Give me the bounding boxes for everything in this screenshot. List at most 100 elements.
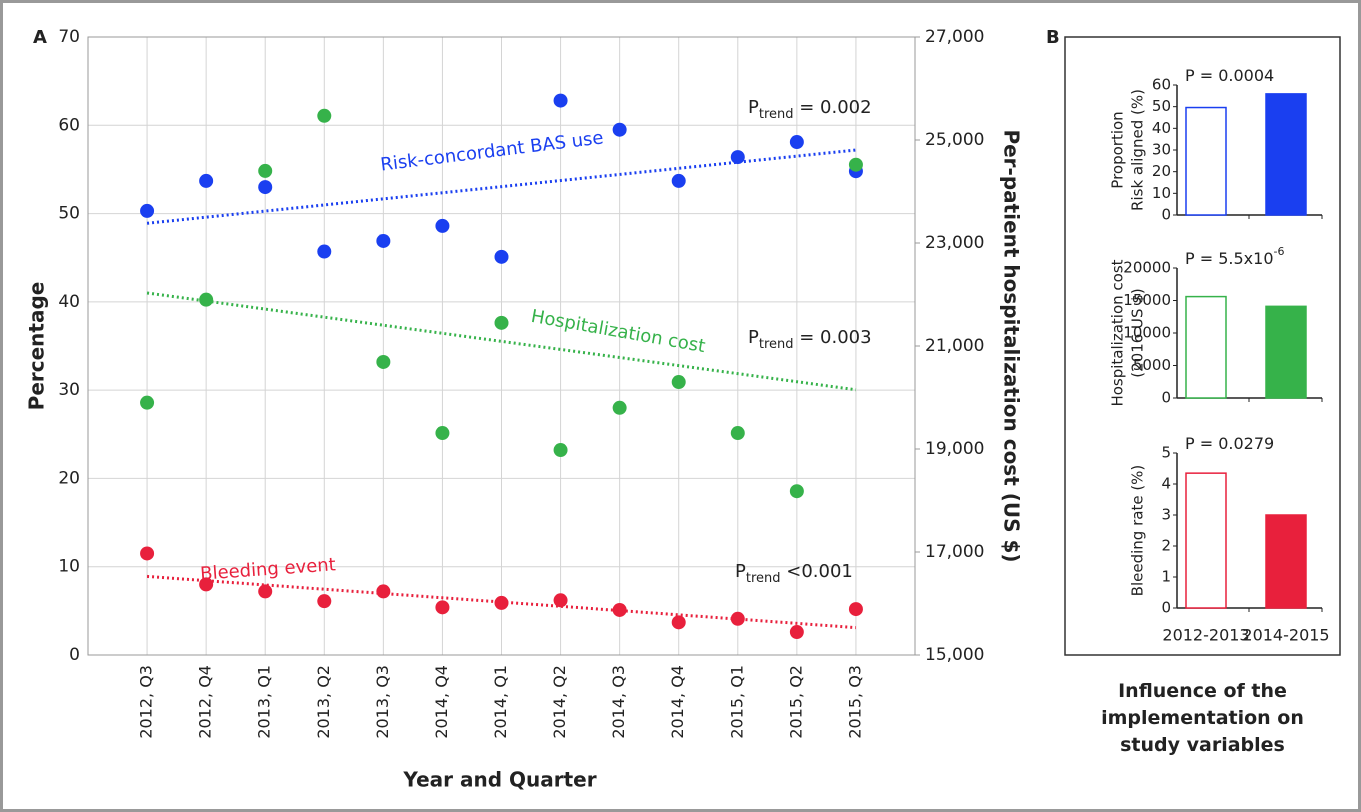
data-point (435, 600, 450, 615)
y-tick-label: 50 (58, 204, 80, 224)
y-tick-label: 1 (1161, 568, 1171, 586)
x-tick-label: 2014, Q2 (550, 665, 569, 739)
y2-tick-label: 19,000 (925, 439, 984, 459)
p-trend: Ptrend <0.001 (735, 561, 853, 586)
p-value: <0.001 (781, 561, 853, 582)
plot-b: 0 10 20 30 40 50 60 P = 0.0004 Proportion Risk al… (1109, 66, 1323, 224)
y-tick-label: 10 (1152, 184, 1171, 202)
data-point (671, 375, 686, 390)
y-tick-label: 0 (1161, 389, 1171, 407)
bar-title: P = 5.5x10-6 (1185, 245, 1284, 268)
data-point (789, 135, 804, 150)
y-tick-label: 0 (1161, 206, 1171, 224)
x-tick-label: 2013, Q3 (373, 665, 392, 739)
data-point (258, 163, 273, 178)
data-point (258, 180, 273, 195)
x-tick-label: 2012, Q4 (196, 665, 215, 739)
y2-tick-label: 27,000 (925, 27, 984, 47)
y2-tick-label: 23,000 (925, 233, 984, 253)
y-axis-title: Percentage (25, 282, 49, 411)
x-tick-label: 2014, Q1 (491, 665, 510, 739)
x-tick-label: 2015, Q3 (845, 665, 864, 739)
data-point (376, 233, 391, 248)
title-main: P = 0.0004 (1185, 66, 1274, 85)
y-axis-title: Proportion (1109, 111, 1127, 188)
x-tick-label: 2014, Q4 (668, 665, 687, 739)
title-superscript: -6 (1274, 245, 1285, 258)
y-tick-label: 20 (58, 468, 80, 488)
bar (1265, 305, 1307, 399)
panel-label: B (1046, 27, 1060, 48)
plot-b: 0 5000 10000 15000 20000 P = 5.5x10-6 Hospital… (1109, 245, 1323, 407)
y-tick-label: 0 (69, 645, 80, 665)
y-tick-label: 2 (1161, 537, 1171, 555)
y-tick-label: 30 (1152, 141, 1171, 159)
data-point (612, 400, 627, 415)
data-point (199, 173, 214, 188)
y-tick-label: 10000 (1123, 324, 1171, 342)
data-point (376, 354, 391, 369)
p-symbol: P (748, 327, 759, 348)
data-point (671, 615, 686, 630)
y2-tick-label: 15,000 (925, 645, 984, 665)
bar (1185, 106, 1227, 216)
p-subscript: trend (759, 107, 794, 122)
y-tick-label: 30 (58, 380, 80, 400)
trend-line (146, 291, 857, 392)
data-point (435, 218, 450, 233)
data-point (140, 546, 155, 561)
data-point (730, 426, 745, 441)
p-trend: Ptrend = 0.003 (748, 327, 872, 352)
data-point (730, 611, 745, 626)
data-point (553, 93, 568, 108)
y-axis-title: Hospitalization cost (1109, 259, 1127, 406)
data-point (258, 584, 273, 599)
data-point (376, 584, 391, 599)
plot-a: 0 10 20 30 40 50 60 70 15,000 17,000 19,000 21,000 2… (25, 27, 1024, 792)
data-point (494, 249, 509, 264)
data-point (730, 150, 745, 165)
y-tick-label: 60 (1152, 76, 1171, 94)
y2-tick-label: 17,000 (925, 542, 984, 562)
bar (1185, 295, 1227, 399)
y-tick-label: 4 (1161, 475, 1171, 493)
bar-title: P = 0.0279 (1185, 434, 1274, 453)
trend-line (146, 148, 857, 225)
data-point (140, 203, 155, 218)
panel-label: A (33, 27, 47, 48)
data-point (199, 577, 214, 592)
series-label: Hospitalization cost (529, 306, 706, 357)
panel-b-box (1064, 36, 1341, 656)
y-tick-label: 40 (58, 292, 80, 312)
caption-line: study variables (1120, 734, 1285, 756)
data-point (612, 122, 627, 137)
data-point (317, 244, 332, 259)
data-point (199, 292, 214, 307)
y-tick-label: 5000 (1133, 356, 1171, 374)
x-tick-label: 2015, Q1 (727, 665, 746, 739)
y-axis-title: Risk aligned (%) (1129, 89, 1147, 211)
data-point (848, 157, 863, 172)
x-tick-label: 2015, Q2 (786, 665, 805, 739)
data-point (494, 315, 509, 330)
y-tick-label: 60 (58, 115, 80, 135)
title-main: P = 0.0279 (1185, 434, 1274, 453)
data-point (317, 108, 332, 123)
y-tick-label: 10 (58, 557, 80, 577)
series-label: Risk-concordant BAS use (379, 127, 604, 175)
x-tick-label: 2013, Q2 (314, 665, 333, 739)
p-subscript: trend (746, 571, 781, 586)
y2-axis-title: Per-patient hospitalization cost (US $) (1000, 129, 1024, 562)
data-point (848, 602, 863, 617)
data-point (435, 426, 450, 441)
bar (1185, 472, 1227, 609)
y-tick-label: 0 (1161, 599, 1171, 617)
data-point (553, 593, 568, 608)
caption-line: Influence of the (1118, 680, 1287, 702)
y-axis-title: (2016 US $) (1129, 288, 1147, 377)
x-tick-label: 2014-2015 (1242, 626, 1329, 645)
data-point (612, 602, 627, 617)
